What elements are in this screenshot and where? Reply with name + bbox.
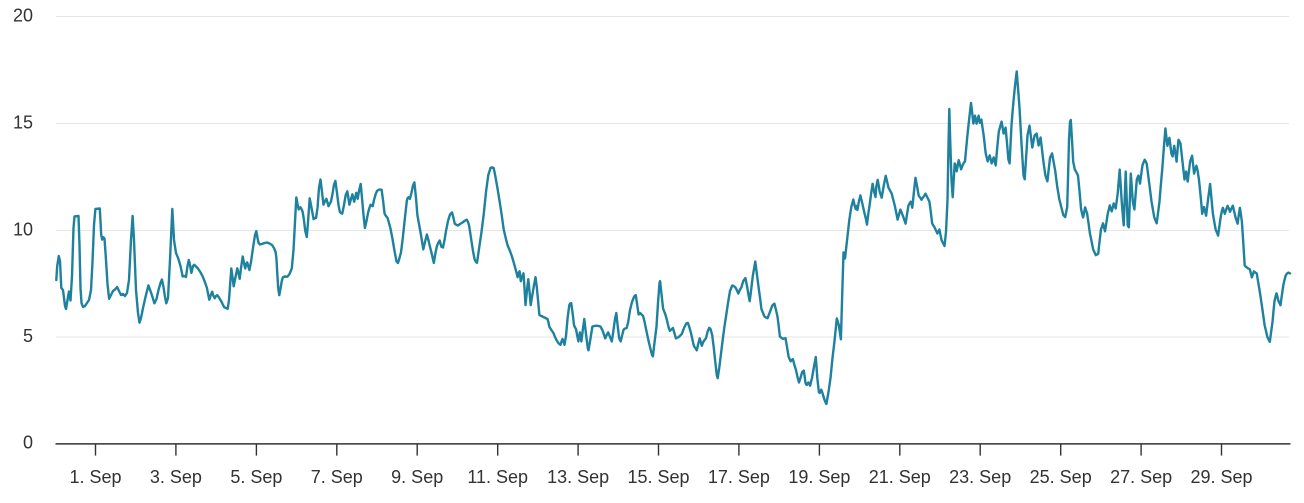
svg-text:27. Sep: 27. Sep	[1110, 467, 1172, 487]
svg-text:29. Sep: 29. Sep	[1190, 467, 1252, 487]
svg-text:17. Sep: 17. Sep	[708, 467, 770, 487]
svg-text:25. Sep: 25. Sep	[1030, 467, 1092, 487]
svg-text:15: 15	[13, 112, 33, 132]
svg-text:23. Sep: 23. Sep	[949, 467, 1011, 487]
svg-text:13. Sep: 13. Sep	[547, 467, 609, 487]
svg-text:20: 20	[13, 5, 33, 25]
svg-text:0: 0	[23, 433, 33, 453]
svg-text:21. Sep: 21. Sep	[869, 467, 931, 487]
svg-text:1. Sep: 1. Sep	[69, 467, 121, 487]
svg-text:3. Sep: 3. Sep	[150, 467, 202, 487]
svg-text:11. Sep: 11. Sep	[467, 467, 528, 487]
svg-text:10: 10	[13, 219, 33, 239]
svg-text:15. Sep: 15. Sep	[627, 467, 689, 487]
svg-text:5: 5	[23, 326, 33, 346]
svg-text:7. Sep: 7. Sep	[311, 467, 363, 487]
svg-text:19. Sep: 19. Sep	[788, 467, 850, 487]
svg-text:9. Sep: 9. Sep	[391, 467, 443, 487]
svg-text:5. Sep: 5. Sep	[230, 467, 282, 487]
